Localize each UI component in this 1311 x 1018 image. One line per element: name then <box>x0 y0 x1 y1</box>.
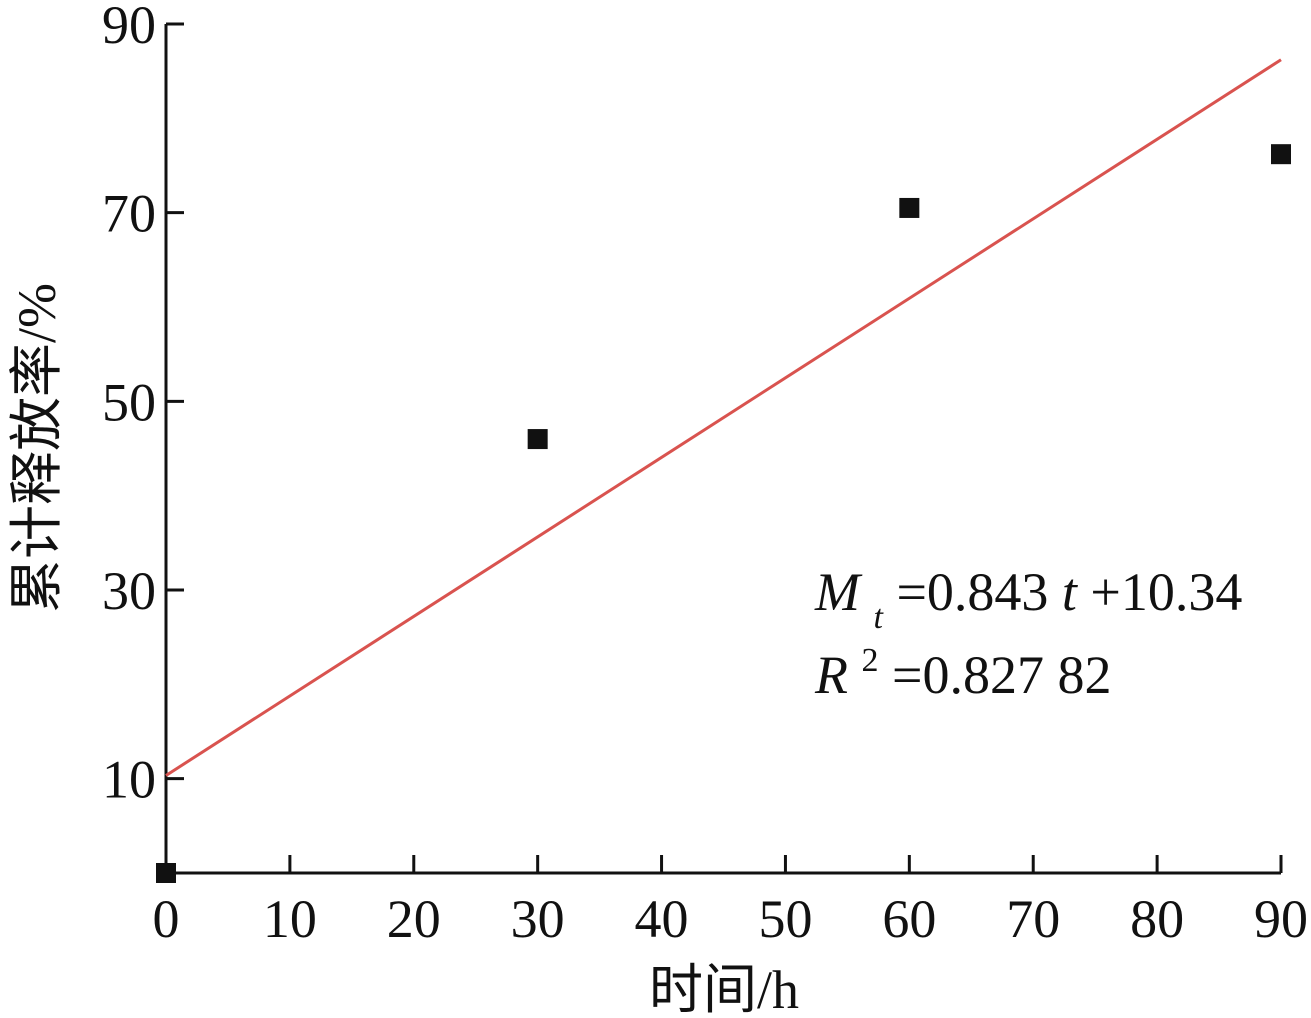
x-tick-label: 40 <box>635 889 689 949</box>
fit-line <box>165 58 1282 777</box>
y-tick-label: 70 <box>102 184 156 244</box>
r2-r: R <box>814 645 848 705</box>
points <box>156 144 1291 883</box>
y-tick-label: 10 <box>102 750 156 810</box>
fit-equation: M t =0.843 t +10.34 <box>814 562 1242 640</box>
axes <box>164 24 1281 875</box>
x-axis-title: 时间/h <box>649 960 799 1018</box>
data-point <box>156 863 176 883</box>
x-tick-label: 30 <box>511 889 565 949</box>
x-tick-label: 80 <box>1130 889 1184 949</box>
y-axis-title: 累计释放率/% <box>7 283 67 613</box>
ticks: 0 10 20 30 40 50 60 70 80 90 10 30 50 70 90 <box>102 0 1308 949</box>
r2-sup: 2 <box>862 642 879 679</box>
x-tick-label: 10 <box>263 889 317 949</box>
data-point <box>1271 144 1291 165</box>
x-tick-label: 60 <box>882 889 936 949</box>
data-point <box>899 197 920 218</box>
x-tick-label: 20 <box>387 889 441 949</box>
x-tick-label: 70 <box>1006 889 1060 949</box>
y-tick-label: 50 <box>102 372 156 432</box>
r2-value: =0.827 82 <box>892 645 1111 705</box>
equation-m: M <box>814 562 863 622</box>
equation-t: t <box>1062 562 1079 622</box>
x-tick-label: 0 <box>153 889 180 949</box>
equation-part2: +10.34 <box>1090 562 1242 622</box>
fit-line-group <box>165 58 1282 777</box>
equation-part1: =0.843 <box>896 562 1048 622</box>
x-tick-label: 50 <box>758 889 812 949</box>
fit-r-squared: R 2 =0.827 82 <box>814 623 1111 705</box>
y-tick-label: 30 <box>102 561 156 621</box>
data-point <box>527 429 548 450</box>
equation-sub: t <box>873 599 884 636</box>
y-tick-label: 90 <box>102 0 156 55</box>
x-tick-label: 90 <box>1254 889 1308 949</box>
